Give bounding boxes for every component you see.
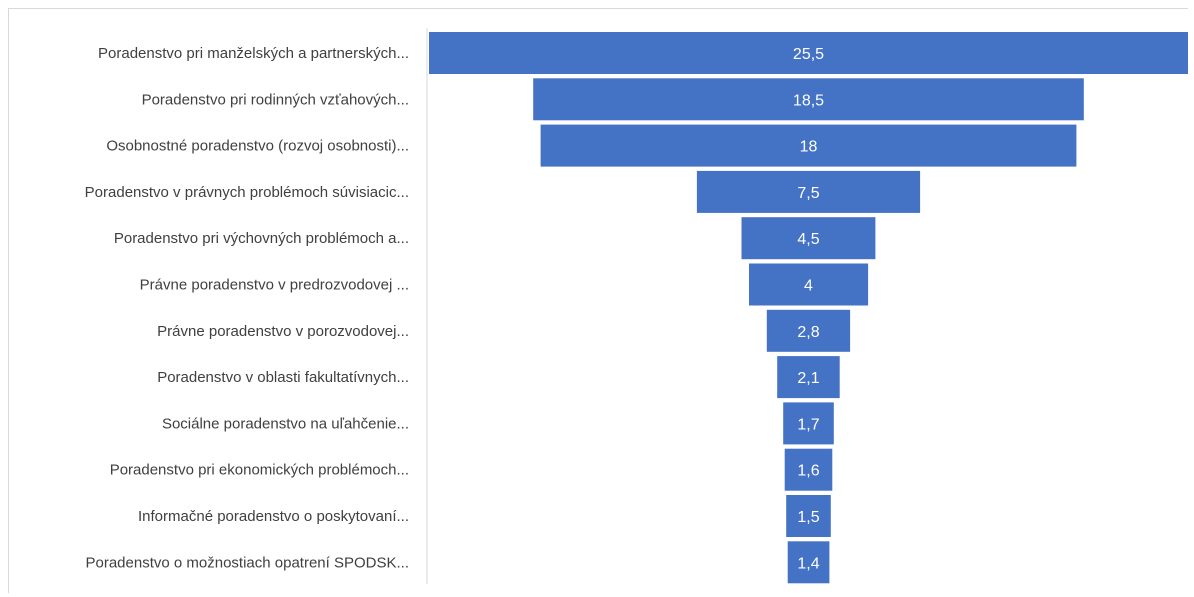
funnel-bar	[533, 78, 1084, 121]
bar-value-label: 18	[800, 139, 818, 156]
bar-value-label: 25,5	[793, 46, 824, 63]
category-label: Právne poradenstvo v porozvodovej...	[157, 323, 409, 340]
bar-value-label: 4	[804, 278, 813, 295]
bar-value-label: 1,7	[797, 416, 819, 433]
funnel-bar	[429, 32, 1188, 74]
funnel-bar	[749, 263, 869, 306]
category-label: Sociálne poradenstvo na uľahčenie...	[162, 415, 409, 432]
bar-value-label: 4,5	[797, 231, 819, 248]
funnel-bar	[786, 495, 831, 537]
chart-frame	[8, 8, 1188, 593]
funnel-bar	[783, 402, 834, 445]
category-label: Poradenstvo pri výchovných problémoch a.…	[114, 230, 409, 247]
funnel-bar	[777, 356, 840, 399]
bar-value-label: 1,4	[797, 555, 819, 572]
category-label: Poradenstvo pri ekonomických problémoch.…	[110, 462, 409, 479]
bar-value-label: 2,8	[797, 324, 819, 341]
bar-value-label: 18,5	[793, 92, 824, 109]
funnel-bar	[787, 541, 830, 584]
bar-value-label: 1,5	[797, 509, 819, 526]
category-label: Osobnostné poradenstvo (rozvoj osobnosti…	[106, 138, 409, 155]
category-label: Poradenstvo o možnostiach opatrení SPODS…	[85, 554, 409, 571]
bar-value-label: 1,6	[797, 463, 819, 480]
bar-value-label: 7,5	[797, 185, 819, 202]
category-label: Poradenstvo v právnych problémoch súvisi…	[85, 184, 409, 201]
funnel-bar	[766, 309, 851, 352]
category-label: Informačné poradenstvo o poskytovaní...	[138, 508, 409, 525]
bar-value-label: 2,1	[797, 370, 819, 387]
category-label: Poradenstvo pri manželských a partnerský…	[98, 45, 409, 62]
category-label: Poradenstvo pri rodinných vzťahových...	[142, 91, 409, 108]
funnel-bar	[741, 217, 876, 260]
funnel-bar	[784, 448, 833, 491]
funnel-bar	[696, 170, 921, 213]
funnel-bar	[540, 124, 1077, 167]
category-label: Poradenstvo v oblasti fakultatívnych...	[157, 369, 409, 386]
category-label: Právne poradenstvo v predrozvodovej ...	[140, 277, 409, 294]
